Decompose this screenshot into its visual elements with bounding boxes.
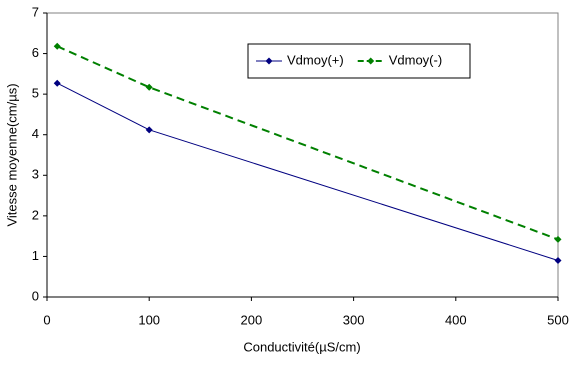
point xyxy=(554,256,562,264)
x-tick-label: 500 xyxy=(547,312,569,327)
x-tick-label: 300 xyxy=(343,312,365,327)
legend-label: Vdmoy(+) xyxy=(287,52,344,67)
point xyxy=(145,83,153,91)
y-tick-label: 6 xyxy=(32,45,39,60)
y-tick-label: 0 xyxy=(32,288,39,303)
series-line xyxy=(56,82,559,261)
y-axis-label: Vitesse moyenne(cm/µs) xyxy=(4,83,19,226)
point xyxy=(554,235,562,243)
legend-marker xyxy=(367,57,375,65)
y-tick-label: 7 xyxy=(32,4,39,19)
x-tick-label: 100 xyxy=(138,312,160,327)
legend-marker xyxy=(265,57,273,65)
x-tick-label: 200 xyxy=(241,312,263,327)
point xyxy=(145,126,153,134)
x-tick-label: 400 xyxy=(445,312,467,327)
series-line xyxy=(56,45,559,241)
y-tick-label: 3 xyxy=(32,167,39,182)
y-tick-label: 1 xyxy=(32,248,39,263)
point xyxy=(53,79,61,87)
y-tick-label: 4 xyxy=(32,126,39,141)
y-tick-label: 2 xyxy=(32,207,39,222)
x-tick-label: 0 xyxy=(43,312,50,327)
point xyxy=(53,42,61,50)
y-tick-label: 5 xyxy=(32,86,39,101)
x-axis-label: Conductivité(µS/cm) xyxy=(243,339,360,354)
legend-label: Vdmoy(-) xyxy=(389,52,442,67)
